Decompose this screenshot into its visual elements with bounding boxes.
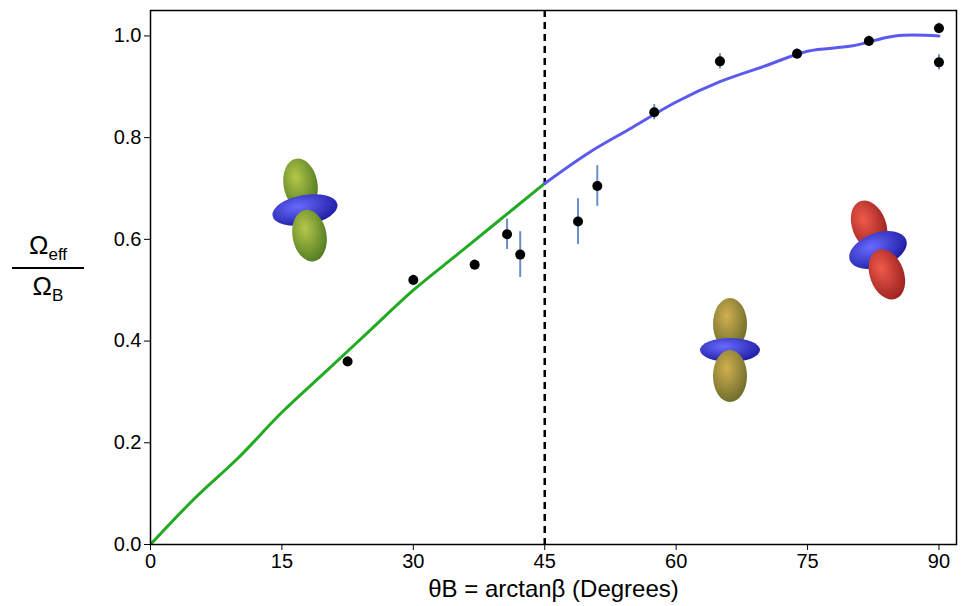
svg-text:15: 15: [271, 550, 293, 572]
svg-text:0.2: 0.2: [114, 431, 142, 453]
svg-text:60: 60: [665, 550, 687, 572]
html-text:ΩB: ΩB: [32, 271, 64, 306]
html-text:Ωeff: Ωeff: [29, 230, 67, 265]
svg-text:1.0: 1.0: [114, 24, 142, 46]
svg-text:θB = arctanβ (Degrees): θB = arctanβ (Degrees): [428, 575, 679, 602]
svg-text:0.6: 0.6: [114, 228, 142, 250]
svg-text:30: 30: [402, 550, 424, 572]
svg-text:0.4: 0.4: [114, 329, 142, 351]
svg-text:45: 45: [534, 550, 556, 572]
svg-text:90: 90: [928, 550, 950, 572]
svg-text:0.8: 0.8: [114, 126, 142, 148]
svg-text:0.0: 0.0: [114, 533, 142, 555]
svg-text:0: 0: [145, 550, 156, 572]
svg-text:75: 75: [796, 550, 818, 572]
